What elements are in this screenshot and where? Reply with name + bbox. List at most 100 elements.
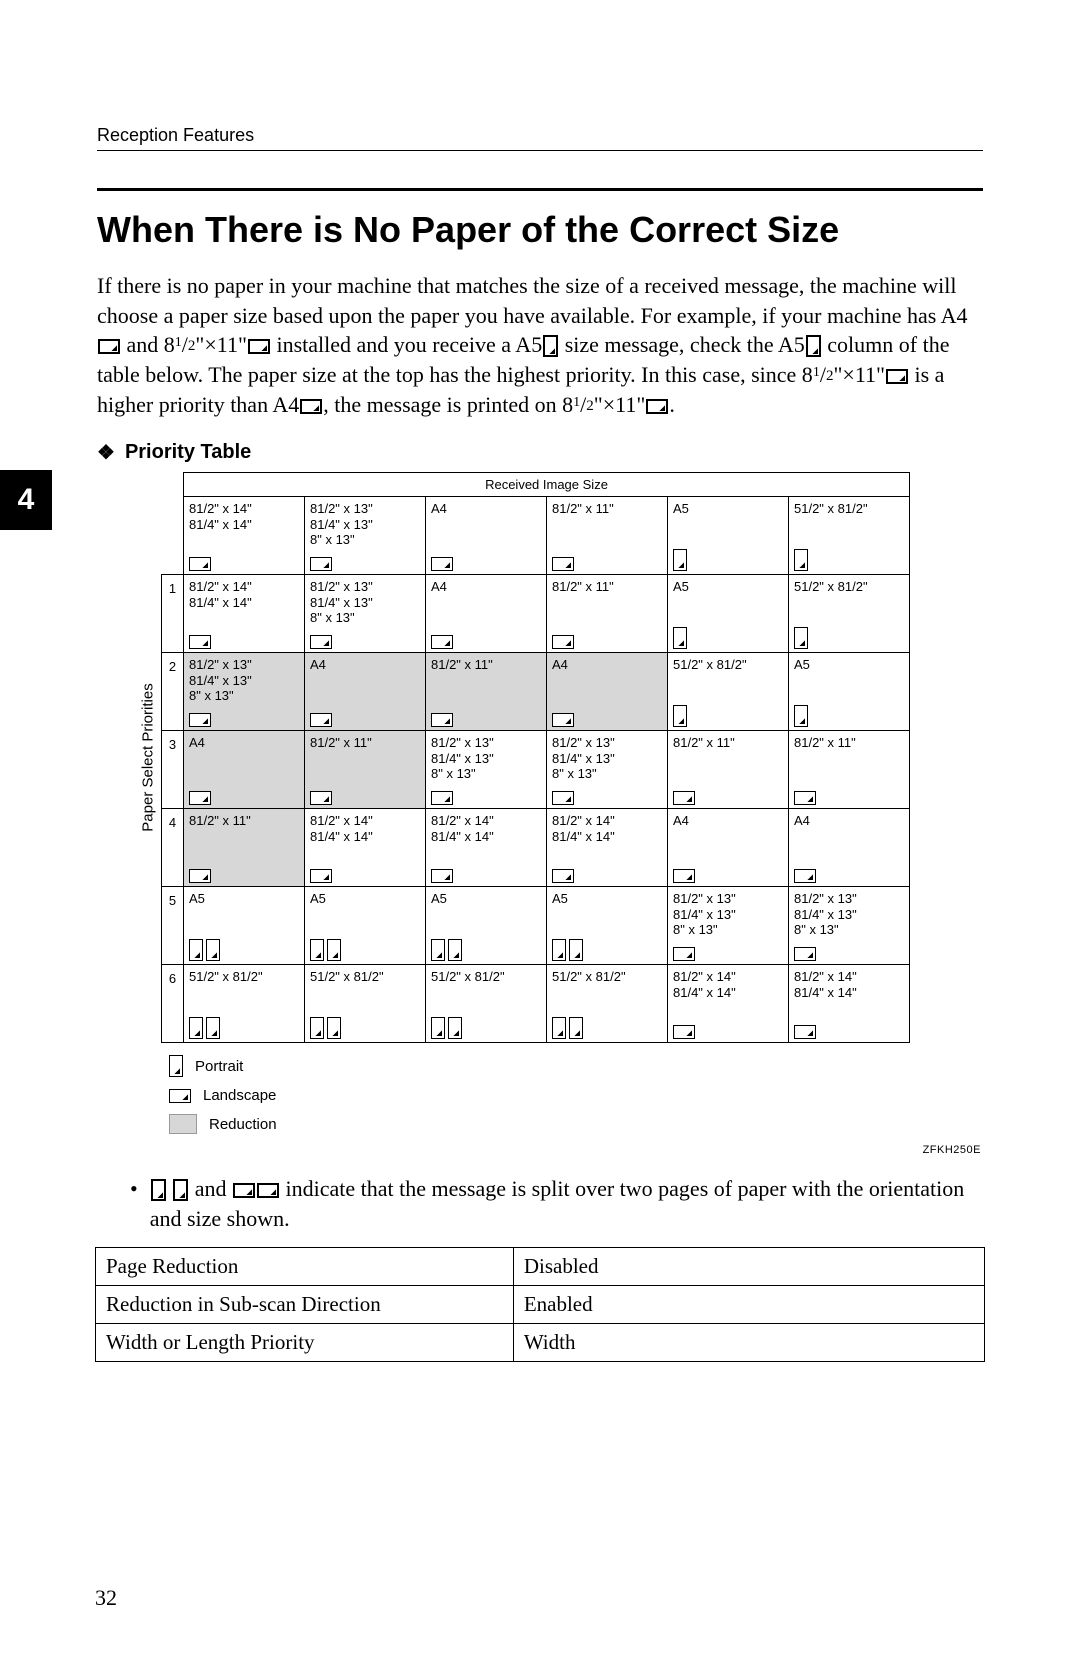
- priority-cell: 51/2" x 81/2": [552, 969, 662, 1039]
- priority-cell: 51/2" x 81/2": [794, 579, 904, 649]
- landscape-icon: [673, 947, 695, 961]
- settings-label: Reduction in Sub-scan Direction: [96, 1286, 514, 1324]
- priority-cell: 81/2" x 14"81/4" x 14": [794, 969, 904, 1039]
- priority-cell-td: 81/2" x 14"81/4" x 14": [789, 965, 910, 1043]
- priority-cell-td: A4: [426, 575, 547, 653]
- landscape-icon: [794, 791, 816, 805]
- priority-cell-td: 51/2" x 81/2": [668, 653, 789, 731]
- priority-cell: 81/2" x 13"81/4" x 13"8" x 13": [310, 501, 420, 571]
- landscape-icon: [673, 1025, 695, 1039]
- side-header: Paper Select Priorities: [135, 472, 161, 1043]
- landscape-icon: [248, 339, 270, 354]
- portrait-icon: [569, 939, 583, 961]
- priority-cell: A5: [794, 657, 904, 727]
- portrait-icon: [543, 335, 558, 357]
- priority-cell-td: A5: [426, 887, 547, 965]
- frac-sub: 2: [188, 338, 196, 354]
- priority-cell: 81/2" x 14"81/4" x 14": [673, 969, 783, 1039]
- priority-cell-td: 51/2" x 81/2": [426, 965, 547, 1043]
- landscape-icon: [794, 947, 816, 961]
- settings-value: Enabled: [513, 1286, 984, 1324]
- priority-cell-td: 81/2" x 14"81/4" x 14": [305, 809, 426, 887]
- priority-cell: 51/2" x 81/2": [794, 501, 904, 571]
- priority-cell: A5: [310, 891, 420, 961]
- priority-cell-td: A5: [305, 887, 426, 965]
- landscape-icon: [431, 791, 453, 805]
- portrait-icon: [806, 335, 821, 357]
- priority-cell: 81/2" x 11": [552, 501, 662, 571]
- landscape-icon: [257, 1183, 279, 1198]
- landscape-icon: [552, 869, 574, 883]
- priority-cell-td: A4: [547, 653, 668, 731]
- landscape-icon: [310, 635, 332, 649]
- legend: Portrait Landscape Reduction: [169, 1055, 985, 1134]
- column-header: 51/2" x 81/2": [789, 497, 910, 575]
- landscape-icon: [233, 1183, 255, 1198]
- legend-landscape-label: Landscape: [203, 1087, 276, 1104]
- landscape-icon: [189, 869, 211, 883]
- priority-cell: 81/2" x 14"81/4" x 14": [310, 813, 420, 883]
- priority-cell: A4: [310, 657, 420, 727]
- priority-cell-td: 81/2" x 11": [305, 731, 426, 809]
- priority-cell: A4: [431, 579, 541, 649]
- priority-cell: 81/2" x 13"81/4" x 13"8" x 13": [552, 735, 662, 805]
- landscape-icon: [886, 369, 908, 384]
- priority-cell-td: A4: [668, 809, 789, 887]
- landscape-icon: [310, 791, 332, 805]
- frac-sup: 1: [573, 395, 580, 410]
- priority-cell: 81/2" x 13"81/4" x 13"8" x 13": [189, 657, 299, 727]
- row-number: 3: [162, 731, 184, 809]
- p1e: size message, check the A5: [559, 332, 805, 357]
- settings-label: Width or Length Priority: [96, 1324, 514, 1362]
- landscape-icon: [794, 1025, 816, 1039]
- settings-row: Width or Length PriorityWidth: [96, 1324, 985, 1362]
- frac-sub: 2: [586, 398, 594, 414]
- portrait-icon: [552, 939, 566, 961]
- frac-sub: 2: [826, 368, 834, 384]
- reduction-swatch: [169, 1114, 197, 1134]
- p1a: If there is no paper in your machine tha…: [97, 273, 968, 328]
- priority-cell-td: 81/2" x 14"81/4" x 14": [184, 575, 305, 653]
- priority-cell-td: A5: [789, 653, 910, 731]
- priority-cell: 81/2" x 14"81/4" x 14": [431, 813, 541, 883]
- priority-cell: 81/2" x 14"81/4" x 14": [552, 813, 662, 883]
- priority-cell-td: 51/2" x 81/2": [184, 965, 305, 1043]
- portrait-icon: [327, 939, 341, 961]
- landscape-icon: [189, 713, 211, 727]
- split-note: • and indicate that the message is split…: [130, 1174, 983, 1233]
- portrait-icon: [673, 549, 687, 571]
- priority-cell-td: 81/2" x 13"81/4" x 13"8" x 13": [668, 887, 789, 965]
- settings-table: Page ReductionDisabledReduction in Sub-s…: [95, 1247, 985, 1362]
- intro-paragraph: If there is no paper in your machine tha…: [97, 271, 983, 419]
- legend-reduction-label: Reduction: [209, 1116, 277, 1133]
- chapter-tab: 4: [0, 470, 52, 530]
- portrait-icon: [173, 1179, 188, 1201]
- priority-cell-td: 81/2" x 14"81/4" x 14": [668, 965, 789, 1043]
- portrait-icon: [794, 705, 808, 727]
- column-header: A5: [668, 497, 789, 575]
- portrait-icon: [431, 939, 445, 961]
- legend-landscape: Landscape: [169, 1087, 985, 1104]
- priority-cell: A4: [673, 813, 783, 883]
- row-number: 2: [162, 653, 184, 731]
- portrait-icon: [448, 1017, 462, 1039]
- priority-cell-td: A4: [789, 809, 910, 887]
- column-header: 81/2" x 13"81/4" x 13"8" x 13": [305, 497, 426, 575]
- priority-table: Received Image Size81/2" x 14"81/4" x 14…: [161, 472, 910, 1043]
- settings-row: Page ReductionDisabled: [96, 1248, 985, 1286]
- priority-cell: 81/2" x 14"81/4" x 14": [189, 579, 299, 649]
- legend-portrait-label: Portrait: [195, 1058, 243, 1075]
- landscape-icon: [189, 557, 211, 571]
- portrait-icon: [151, 1179, 166, 1201]
- priority-cell: 81/2" x 13"81/4" x 13"8" x 13": [673, 891, 783, 961]
- priority-cell: 81/2" x 11": [310, 735, 420, 805]
- landscape-icon: [552, 635, 574, 649]
- priority-cell-td: A4: [184, 731, 305, 809]
- p1i: , the message is printed on 8: [323, 392, 573, 417]
- priority-cell-td: 81/2" x 13"81/4" x 13"8" x 13": [184, 653, 305, 731]
- priority-cell-td: 81/2" x 11": [184, 809, 305, 887]
- portrait-icon: [189, 1017, 203, 1039]
- row-number: 4: [162, 809, 184, 887]
- priority-cell-td: 81/2" x 13"81/4" x 13"8" x 13": [426, 731, 547, 809]
- side-header-text: Paper Select Priorities: [140, 684, 157, 832]
